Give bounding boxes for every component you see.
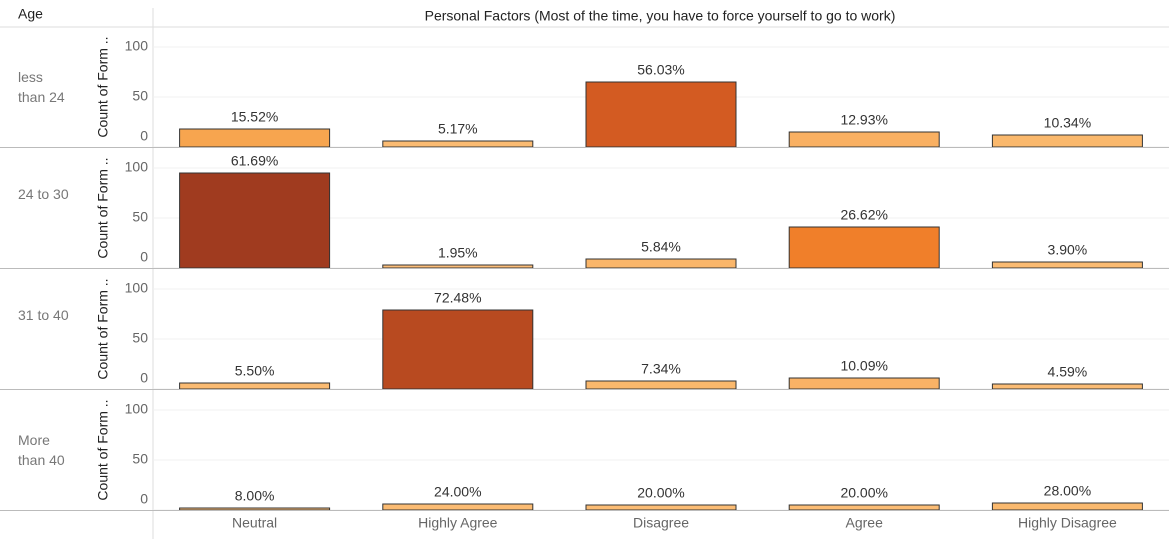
y-axis-label: Count of Form .. bbox=[95, 399, 111, 500]
bar bbox=[788, 504, 940, 511]
data-label: 72.48% bbox=[434, 290, 481, 306]
y-tick-label: 100 bbox=[125, 401, 149, 417]
row-label: 31 to 40 bbox=[18, 307, 69, 323]
bar bbox=[585, 258, 737, 269]
data-label: 15.52% bbox=[231, 109, 278, 125]
row-label: More than 40 bbox=[18, 432, 65, 468]
data-label: 20.00% bbox=[840, 485, 887, 501]
data-label: 26.62% bbox=[840, 207, 887, 223]
y-tick-label: 100 bbox=[125, 280, 149, 296]
y-tick-label: 0 bbox=[140, 128, 148, 144]
bar bbox=[991, 134, 1143, 148]
facet-label: Age bbox=[18, 6, 43, 22]
data-label: 5.50% bbox=[235, 363, 275, 379]
bar bbox=[788, 131, 940, 148]
data-label: 10.09% bbox=[840, 358, 887, 374]
data-label: 4.59% bbox=[1048, 364, 1088, 380]
bar bbox=[382, 309, 534, 390]
bar bbox=[382, 503, 534, 511]
data-label: 3.90% bbox=[1048, 242, 1088, 258]
data-label: 7.34% bbox=[641, 361, 681, 377]
bar bbox=[788, 226, 940, 269]
bar bbox=[585, 81, 737, 148]
data-label: 20.00% bbox=[637, 485, 684, 501]
row-label: 24 to 30 bbox=[18, 186, 69, 202]
x-tick-label: Highly Agree bbox=[418, 515, 498, 531]
x-tick-label: Agree bbox=[846, 515, 884, 531]
data-label: 5.17% bbox=[438, 121, 478, 137]
bar bbox=[991, 502, 1143, 511]
data-label: 5.84% bbox=[641, 239, 681, 255]
data-label: 61.69% bbox=[231, 153, 278, 169]
chart-title: Personal Factors (Most of the time, you … bbox=[425, 8, 896, 24]
bar bbox=[179, 172, 331, 269]
x-tick-label: Disagree bbox=[633, 515, 689, 531]
data-label: 10.34% bbox=[1044, 115, 1091, 131]
bar bbox=[382, 264, 534, 269]
bar bbox=[179, 382, 331, 390]
data-label: 8.00% bbox=[235, 488, 275, 504]
bar bbox=[991, 261, 1143, 269]
y-tick-label: 50 bbox=[132, 88, 148, 104]
y-tick-label: 100 bbox=[125, 159, 149, 175]
y-tick-label: 100 bbox=[125, 38, 149, 54]
row-label: less than 24 bbox=[18, 69, 65, 105]
y-axis-label: Count of Form .. bbox=[95, 157, 111, 258]
bar bbox=[179, 128, 331, 148]
y-tick-label: 0 bbox=[140, 370, 148, 386]
x-tick-label: Neutral bbox=[232, 515, 277, 531]
y-tick-label: 0 bbox=[140, 249, 148, 265]
y-tick-label: 0 bbox=[140, 491, 148, 507]
data-label: 1.95% bbox=[438, 245, 478, 261]
data-label: 12.93% bbox=[840, 112, 887, 128]
y-tick-label: 50 bbox=[132, 330, 148, 346]
bar bbox=[585, 504, 737, 511]
y-axis-label: Count of Form .. bbox=[95, 36, 111, 137]
data-label: 56.03% bbox=[637, 62, 684, 78]
bar bbox=[991, 383, 1143, 390]
y-axis-label: Count of Form .. bbox=[95, 278, 111, 379]
y-tick-label: 50 bbox=[132, 209, 148, 225]
bar bbox=[788, 377, 940, 390]
data-label: 28.00% bbox=[1044, 483, 1091, 499]
bar bbox=[585, 380, 737, 390]
bar bbox=[382, 140, 534, 148]
x-tick-label: Highly Disagree bbox=[1018, 515, 1117, 531]
y-tick-label: 50 bbox=[132, 451, 148, 467]
data-label: 24.00% bbox=[434, 484, 481, 500]
bar bbox=[179, 507, 331, 511]
